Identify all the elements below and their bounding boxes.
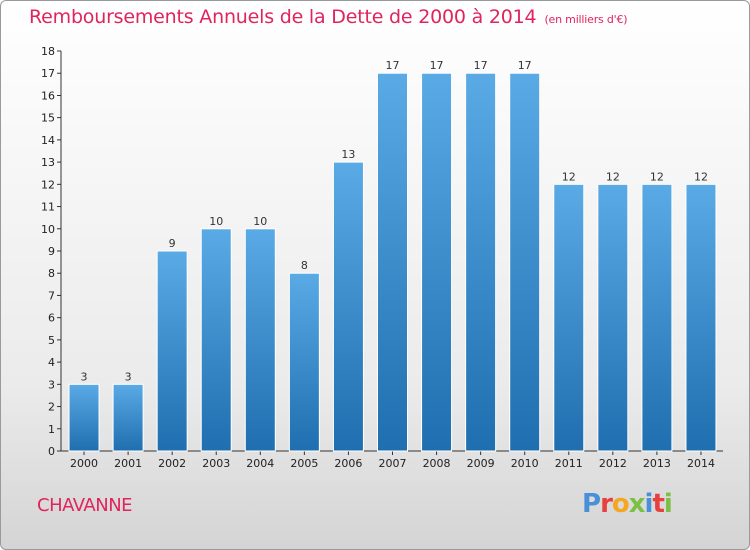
bar (244, 228, 276, 452)
x-tick-label: 2008 (423, 457, 451, 470)
bar (421, 72, 453, 452)
x-tick-label: 2004 (246, 457, 274, 470)
x-tick-label: 2006 (334, 457, 362, 470)
y-tick-label: 9 (48, 245, 55, 258)
y-tick-label: 5 (48, 334, 55, 347)
x-tick-label: 2003 (202, 457, 230, 470)
bar (288, 272, 320, 452)
bar (641, 183, 673, 452)
bar (377, 72, 408, 452)
y-tick-label: 14 (41, 134, 55, 147)
proxiti-logo: Proxiti (582, 489, 673, 519)
bar-value-label: 3 (81, 370, 88, 383)
y-tick-label: 4 (48, 356, 55, 369)
bar (597, 183, 629, 452)
chart-bars (68, 72, 717, 452)
x-tick-label: 2007 (379, 457, 407, 470)
bar-value-label: 8 (301, 259, 308, 272)
bar (200, 228, 232, 452)
bar (332, 161, 364, 452)
y-tick-label: 6 (48, 312, 55, 325)
x-tick-label: 2011 (555, 457, 583, 470)
logo-letter: i (663, 489, 673, 519)
logo-letter: x (628, 489, 646, 519)
bar-value-label: 12 (562, 170, 576, 183)
chart-data-labels: 3 3 9 10 10 8 13 17 17 17 17 12 12 12 12 (81, 59, 708, 383)
y-tick-label: 2 (48, 401, 55, 414)
y-tick-label: 12 (41, 178, 55, 191)
x-tick-label: 2012 (599, 457, 627, 470)
bar-value-label: 10 (253, 215, 267, 228)
y-tick-label: 8 (48, 267, 55, 280)
logo-letter: o (611, 489, 630, 519)
bar-value-label: 17 (430, 59, 444, 72)
x-tick-label: 2013 (643, 457, 671, 470)
x-tick-label: 2009 (467, 457, 495, 470)
commune-name: CHAVANNE (37, 495, 133, 516)
bar (465, 72, 497, 452)
y-tick-label: 1 (48, 423, 55, 436)
y-tick-label: 15 (41, 112, 55, 125)
bar (553, 183, 585, 452)
bar-value-label: 3 (125, 370, 132, 383)
y-tick-label: 16 (41, 89, 55, 102)
logo-letter: i (644, 489, 654, 519)
bar-value-label: 17 (474, 59, 488, 72)
bar-value-label: 13 (341, 148, 355, 161)
x-tick-label: 2010 (511, 457, 539, 470)
bar (68, 383, 100, 452)
y-tick-label: 13 (41, 156, 55, 169)
x-tick-label: 2001 (114, 457, 142, 470)
y-tick-label: 17 (41, 67, 55, 80)
x-tick-label: 2005 (290, 457, 318, 470)
x-tick-label: 2014 (687, 457, 715, 470)
bar-value-label: 12 (694, 170, 708, 183)
bar (685, 183, 717, 452)
bar-value-label: 10 (209, 215, 223, 228)
chart-title: Remboursements Annuels de la Dette de 20… (29, 6, 628, 28)
y-tick-label: 10 (41, 223, 55, 236)
chart-subtitle: (en milliers d'€) (544, 13, 628, 26)
bar-value-label: 17 (386, 59, 400, 72)
logo-letter: P (582, 489, 601, 519)
bar (156, 250, 188, 452)
y-tick-label: 0 (48, 445, 55, 458)
chart-title-text: Remboursements Annuels de la Dette de 20… (29, 6, 537, 28)
bar-value-label: 12 (650, 170, 664, 183)
bar (509, 72, 541, 452)
bar-value-label: 9 (169, 237, 176, 250)
logo-letter: r (600, 489, 613, 519)
y-tick-label: 3 (48, 378, 55, 391)
logo-letter: t (652, 489, 664, 519)
y-tick-label: 11 (41, 201, 55, 214)
x-tick-label: 2002 (158, 457, 186, 470)
bar (112, 383, 144, 452)
x-tick-label: 2000 (70, 457, 98, 470)
y-tick-label: 18 (41, 45, 55, 58)
bar-value-label: 17 (518, 59, 532, 72)
bar-value-label: 12 (606, 170, 620, 183)
y-tick-label: 7 (48, 289, 55, 302)
